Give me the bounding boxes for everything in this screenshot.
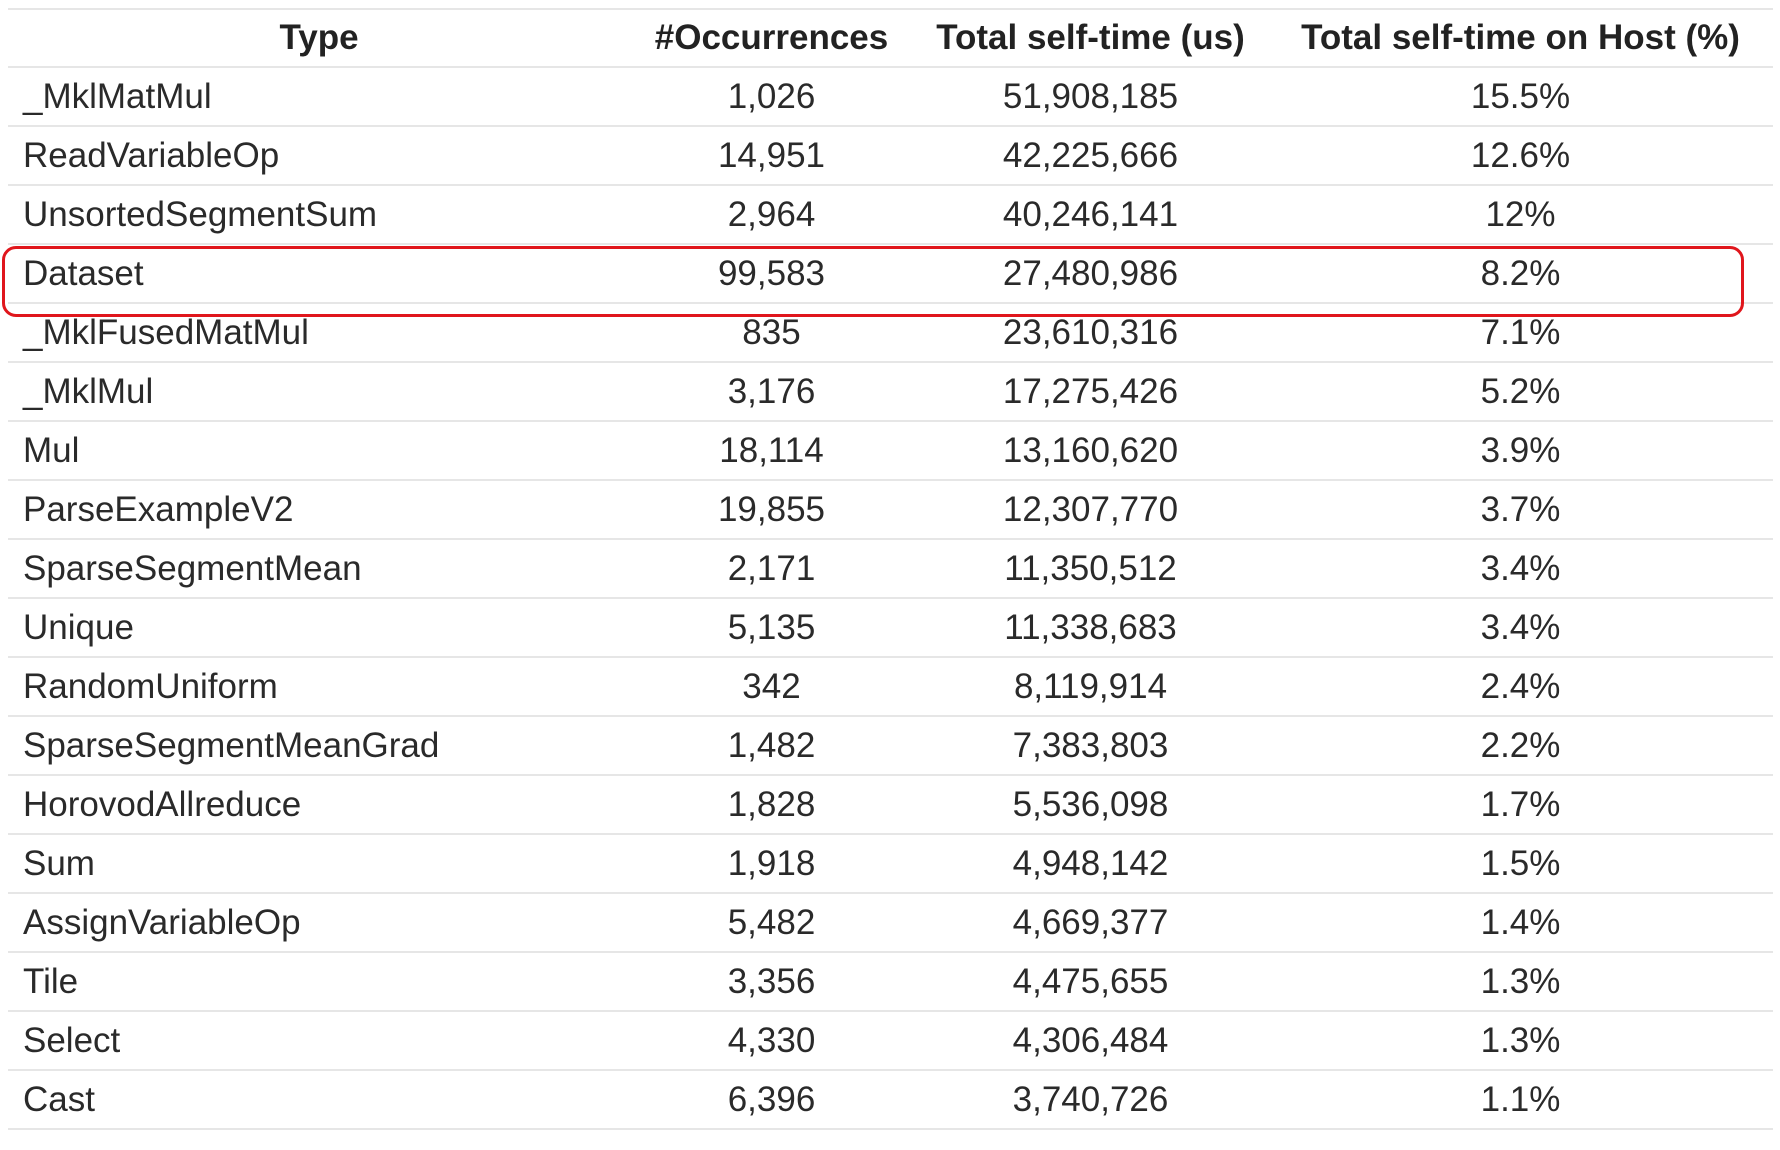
cell-self-time: 17,275,426 xyxy=(913,362,1268,422)
cell-occurrences: 3,176 xyxy=(630,362,913,422)
cell-host-percent: 2.4% xyxy=(1268,657,1773,717)
cell-type: SparseSegmentMean xyxy=(8,539,630,599)
cell-type: ParseExampleV2 xyxy=(8,480,630,540)
table-header: Type #Occurrences Total self-time (us) T… xyxy=(8,8,1773,68)
cell-self-time: 7,383,803 xyxy=(913,716,1268,776)
cell-self-time: 4,948,142 xyxy=(913,834,1268,894)
column-header-self-time[interactable]: Total self-time (us) xyxy=(913,8,1268,68)
cell-self-time: 27,480,986 xyxy=(913,244,1268,304)
table-row[interactable]: RandomUniform 342 8,119,914 2.4% xyxy=(8,657,1773,717)
cell-type: RandomUniform xyxy=(8,657,630,717)
op-stats-table-container: Type #Occurrences Total self-time (us) T… xyxy=(8,8,1773,1130)
cell-host-percent: 12.6% xyxy=(1268,126,1773,186)
cell-type: Unique xyxy=(8,598,630,658)
table-body: _MklMatMul 1,026 51,908,185 15.5% ReadVariab… xyxy=(8,67,1773,1130)
cell-occurrences: 18,114 xyxy=(630,421,913,481)
cell-host-percent: 1.4% xyxy=(1268,893,1773,953)
table-row[interactable]: Dataset 99,583 27,480,986 8.2% xyxy=(8,244,1773,304)
cell-type: SparseSegmentMeanGrad xyxy=(8,716,630,776)
table-row[interactable]: UnsortedSegmentSum 2,964 40,246,141 12% xyxy=(8,185,1773,245)
cell-type: UnsortedSegmentSum xyxy=(8,185,630,245)
cell-occurrences: 342 xyxy=(630,657,913,717)
cell-host-percent: 12% xyxy=(1268,185,1773,245)
cell-occurrences: 5,482 xyxy=(630,893,913,953)
header-row: Type #Occurrences Total self-time (us) T… xyxy=(8,8,1773,68)
cell-host-percent: 1.1% xyxy=(1268,1070,1773,1130)
cell-type: Mul xyxy=(8,421,630,481)
cell-host-percent: 3.4% xyxy=(1268,598,1773,658)
cell-occurrences: 1,828 xyxy=(630,775,913,835)
cell-self-time: 42,225,666 xyxy=(913,126,1268,186)
column-header-host-percent[interactable]: Total self-time on Host (%) xyxy=(1268,8,1773,68)
cell-host-percent: 3.4% xyxy=(1268,539,1773,599)
cell-type: HorovodAllreduce xyxy=(8,775,630,835)
cell-self-time: 13,160,620 xyxy=(913,421,1268,481)
cell-self-time: 51,908,185 xyxy=(913,67,1268,127)
cell-occurrences: 5,135 xyxy=(630,598,913,658)
table-row[interactable]: SparseSegmentMeanGrad 1,482 7,383,803 2.2% xyxy=(8,716,1773,776)
cell-self-time: 4,306,484 xyxy=(913,1011,1268,1071)
cell-occurrences: 1,482 xyxy=(630,716,913,776)
table-row[interactable]: Select 4,330 4,306,484 1.3% xyxy=(8,1011,1773,1071)
cell-host-percent: 2.2% xyxy=(1268,716,1773,776)
column-header-occurrences[interactable]: #Occurrences xyxy=(630,8,913,68)
cell-self-time: 5,536,098 xyxy=(913,775,1268,835)
cell-host-percent: 1.5% xyxy=(1268,834,1773,894)
cell-type: Tile xyxy=(8,952,630,1012)
column-header-type[interactable]: Type xyxy=(8,8,630,68)
cell-host-percent: 1.3% xyxy=(1268,1011,1773,1071)
cell-occurrences: 3,356 xyxy=(630,952,913,1012)
cell-type: Dataset xyxy=(8,244,630,304)
table-row[interactable]: _MklMatMul 1,026 51,908,185 15.5% xyxy=(8,67,1773,127)
op-stats-table: Type #Occurrences Total self-time (us) T… xyxy=(8,8,1773,1130)
cell-occurrences: 835 xyxy=(630,303,913,363)
table-row[interactable]: SparseSegmentMean 2,171 11,350,512 3.4% xyxy=(8,539,1773,599)
cell-self-time: 11,338,683 xyxy=(913,598,1268,658)
cell-self-time: 23,610,316 xyxy=(913,303,1268,363)
table-row[interactable]: _MklFusedMatMul 835 23,610,316 7.1% xyxy=(8,303,1773,363)
table-row[interactable]: HorovodAllreduce 1,828 5,536,098 1.7% xyxy=(8,775,1773,835)
table-row[interactable]: _MklMul 3,176 17,275,426 5.2% xyxy=(8,362,1773,422)
cell-host-percent: 1.3% xyxy=(1268,952,1773,1012)
cell-occurrences: 2,964 xyxy=(630,185,913,245)
cell-self-time: 12,307,770 xyxy=(913,480,1268,540)
cell-host-percent: 5.2% xyxy=(1268,362,1773,422)
cell-type: Select xyxy=(8,1011,630,1071)
cell-type: ReadVariableOp xyxy=(8,126,630,186)
table-row[interactable]: Unique 5,135 11,338,683 3.4% xyxy=(8,598,1773,658)
cell-host-percent: 3.7% xyxy=(1268,480,1773,540)
cell-host-percent: 15.5% xyxy=(1268,67,1773,127)
cell-self-time: 3,740,726 xyxy=(913,1070,1268,1130)
cell-host-percent: 3.9% xyxy=(1268,421,1773,481)
cell-type: _MklMul xyxy=(8,362,630,422)
table-row[interactable]: Tile 3,356 4,475,655 1.3% xyxy=(8,952,1773,1012)
table-row[interactable]: AssignVariableOp 5,482 4,669,377 1.4% xyxy=(8,893,1773,953)
cell-occurrences: 6,396 xyxy=(630,1070,913,1130)
cell-host-percent: 1.7% xyxy=(1268,775,1773,835)
cell-occurrences: 19,855 xyxy=(630,480,913,540)
cell-host-percent: 7.1% xyxy=(1268,303,1773,363)
cell-type: _MklMatMul xyxy=(8,67,630,127)
cell-occurrences: 4,330 xyxy=(630,1011,913,1071)
cell-type: Cast xyxy=(8,1070,630,1130)
table-row[interactable]: Sum 1,918 4,948,142 1.5% xyxy=(8,834,1773,894)
cell-type: Sum xyxy=(8,834,630,894)
table-row[interactable]: ReadVariableOp 14,951 42,225,666 12.6% xyxy=(8,126,1773,186)
cell-type: AssignVariableOp xyxy=(8,893,630,953)
cell-occurrences: 1,918 xyxy=(630,834,913,894)
table-row[interactable]: Cast 6,396 3,740,726 1.1% xyxy=(8,1070,1773,1130)
table-row[interactable]: Mul 18,114 13,160,620 3.9% xyxy=(8,421,1773,481)
cell-occurrences: 99,583 xyxy=(630,244,913,304)
cell-self-time: 11,350,512 xyxy=(913,539,1268,599)
table-row[interactable]: ParseExampleV2 19,855 12,307,770 3.7% xyxy=(8,480,1773,540)
cell-type: _MklFusedMatMul xyxy=(8,303,630,363)
cell-self-time: 8,119,914 xyxy=(913,657,1268,717)
cell-occurrences: 1,026 xyxy=(630,67,913,127)
cell-host-percent: 8.2% xyxy=(1268,244,1773,304)
cell-self-time: 4,669,377 xyxy=(913,893,1268,953)
cell-occurrences: 14,951 xyxy=(630,126,913,186)
cell-self-time: 40,246,141 xyxy=(913,185,1268,245)
cell-occurrences: 2,171 xyxy=(630,539,913,599)
cell-self-time: 4,475,655 xyxy=(913,952,1268,1012)
